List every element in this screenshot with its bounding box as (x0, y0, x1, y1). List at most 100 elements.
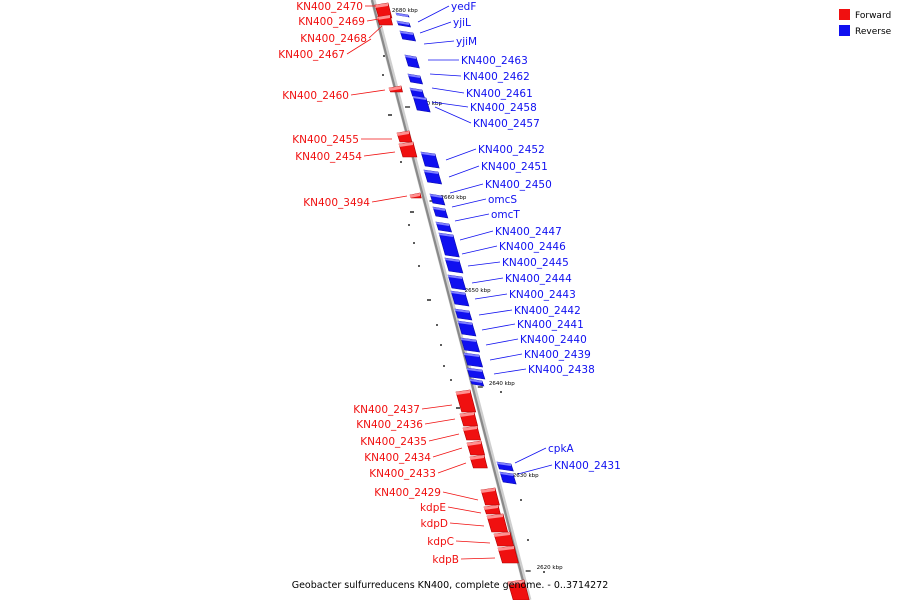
leader-line (460, 557, 496, 560)
gene-label-kn400-2443[interactable]: KN400_2443 (509, 289, 576, 301)
gene-block-kn400-2452 (420, 151, 440, 169)
gene-label-kn400-2445[interactable]: KN400_2445 (502, 257, 569, 269)
gene-label-kn400-2467[interactable]: KN400_2467 (278, 49, 345, 61)
gene-label-yedf[interactable]: yedF (451, 1, 476, 13)
gene-label-omct[interactable]: omcT (491, 209, 520, 221)
gene-label-kn400-2451[interactable]: KN400_2451 (481, 161, 548, 173)
position-dashes (382, 55, 545, 573)
gene-label-kdpc[interactable]: kdpC (427, 536, 454, 548)
gene-label-kn400-2463[interactable]: KN400_2463 (461, 55, 528, 67)
gene-label-kn400-2452[interactable]: KN400_2452 (478, 144, 545, 156)
gene-block-highlight (497, 462, 511, 466)
gene-block-highlight (470, 455, 484, 460)
leader-line (478, 309, 513, 316)
gene-label-kn400-2458[interactable]: KN400_2458 (470, 102, 537, 114)
gene-label-omcs[interactable]: omcS (488, 194, 517, 206)
gene-label-kn400-2438[interactable]: KN400_2438 (528, 364, 595, 376)
leader-line (447, 506, 482, 514)
leader-line (437, 462, 467, 474)
gene-label-yjim[interactable]: yjiM (456, 36, 477, 48)
gene-block-highlight (413, 96, 426, 100)
tick-label: 2660 kbp (440, 195, 466, 201)
gene-label-kn400-2455[interactable]: KN400_2455 (292, 134, 359, 146)
leader-line (421, 404, 453, 410)
gene-label-kn400-2450[interactable]: KN400_2450 (485, 179, 552, 191)
leader-line (428, 433, 460, 442)
gene-label-kn400-2470[interactable]: KN400_2470 (296, 1, 363, 13)
gene-label-kn400-2460[interactable]: KN400_2460 (282, 90, 349, 102)
tick-label: 2640 kbp (489, 381, 515, 387)
label-leader-lines (346, 5, 553, 560)
gene-label-kdpd[interactable]: kdpD (421, 518, 449, 530)
leader-line (449, 183, 484, 194)
gene-label-kn400-2429[interactable]: KN400_2429 (374, 487, 441, 499)
leader-line (448, 165, 480, 178)
gene-label-kn400-2442[interactable]: KN400_2442 (514, 305, 581, 317)
gene-block-highlight (405, 55, 416, 59)
gene-label-kn400-2447[interactable]: KN400_2447 (495, 226, 562, 238)
leader-line (350, 89, 386, 96)
gene-features (374, 2, 530, 600)
gene-label-kn400-2462[interactable]: KN400_2462 (463, 71, 530, 83)
genome-caption: Geobacter sulfurreducens KN400, complete… (292, 580, 609, 591)
gene-label-kdpb[interactable]: kdpB (432, 554, 459, 566)
leader-line (419, 21, 452, 34)
leader-line (429, 73, 462, 77)
leader-line (442, 491, 479, 501)
leader-line (371, 195, 408, 203)
leader-line (423, 40, 455, 45)
gene-label-kn400-2431[interactable]: KN400_2431 (554, 460, 621, 472)
genome-backbone (370, 0, 532, 600)
gene-label-yjil[interactable]: yjiL (453, 17, 471, 29)
gene-block-highlight (436, 222, 449, 226)
gene-block-highlight (433, 207, 445, 211)
gene-label-cpka[interactable]: cpkA (548, 443, 575, 455)
tick-label: 2630 kbp (513, 473, 539, 479)
gene-block-highlight (487, 514, 503, 519)
gene-label-kn400-2437[interactable]: KN400_2437 (353, 404, 420, 416)
gene-block-kn400-2437 (455, 389, 477, 413)
leader-line (432, 447, 463, 458)
tick-label: 2680 kbp (392, 8, 418, 14)
gene-block-highlight (430, 194, 442, 198)
gene-label-kn400-2433[interactable]: KN400_2433 (369, 468, 436, 480)
leader-line (517, 464, 553, 475)
gene-label-kn400-2434[interactable]: KN400_2434 (364, 452, 431, 464)
gene-block-highlight (451, 291, 465, 295)
gene-label-kn400-2439[interactable]: KN400_2439 (524, 349, 591, 361)
gene-label-kn400-2446[interactable]: KN400_2446 (499, 241, 566, 253)
gene-block-highlight (464, 353, 479, 357)
leader-line (449, 522, 485, 527)
gene-label-kn400-2468[interactable]: KN400_2468 (300, 33, 367, 45)
gene-label-kn400-3494[interactable]: KN400_3494 (303, 197, 370, 209)
gene-block-highlight (463, 426, 477, 431)
gene-label-kdpe[interactable]: kdpE (420, 502, 446, 514)
gene-block-highlight (481, 488, 495, 493)
gene-block-highlight (484, 505, 498, 510)
leader-line (471, 277, 504, 284)
gene-block-highlight (421, 152, 435, 156)
gene-labels: yedF yjiL yjiM KN400_2463 KN400_2462 KN400_24… (278, 1, 621, 566)
leader-line (445, 148, 477, 161)
gene-label-kn400-2441[interactable]: KN400_2441 (517, 319, 584, 331)
tick-label: 2670 kbp (416, 101, 442, 107)
gene-block-highlight (397, 21, 409, 25)
leader-line (368, 25, 383, 39)
gene-block-highlight (494, 532, 510, 537)
gene-block-highlight (377, 15, 390, 20)
leader-line (346, 38, 372, 55)
gene-label-kn400-2454[interactable]: KN400_2454 (295, 151, 362, 163)
gene-block-highlight (500, 472, 513, 476)
gene-label-kn400-2461[interactable]: KN400_2461 (466, 88, 533, 100)
gene-block-highlight (439, 233, 453, 237)
leader-line (363, 151, 396, 157)
gene-label-kn400-2440[interactable]: KN400_2440 (520, 334, 587, 346)
gene-label-kn400-2469[interactable]: KN400_2469 (298, 16, 365, 28)
gene-label-kn400-2444[interactable]: KN400_2444 (505, 273, 572, 285)
gene-label-kn400-2435[interactable]: KN400_2435 (360, 436, 427, 448)
gene-label-kn400-2436[interactable]: KN400_2436 (356, 419, 423, 431)
leader-line (485, 338, 519, 346)
gene-block-highlight (397, 131, 409, 136)
gene-label-kn400-2457[interactable]: KN400_2457 (473, 118, 540, 130)
